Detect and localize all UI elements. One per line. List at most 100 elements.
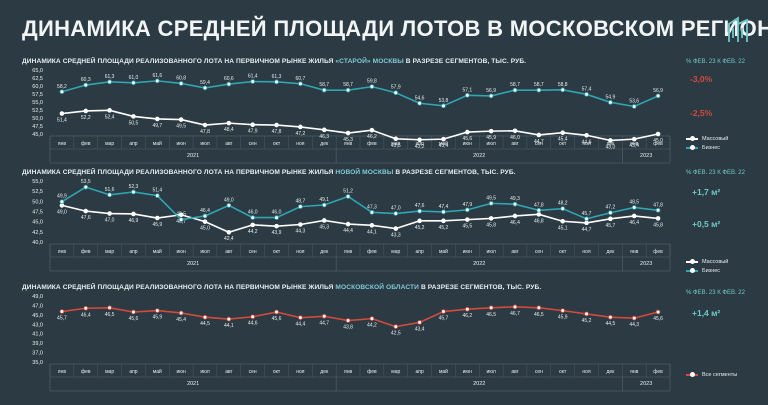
data-label: 45,8 — [653, 222, 663, 228]
x-tick-label: май — [153, 248, 162, 255]
x-tick-label: окт — [559, 249, 567, 255]
data-point — [59, 199, 65, 205]
data-label: 47,9 — [462, 202, 472, 208]
x-tick-label: апр — [415, 369, 423, 375]
data-point — [107, 79, 112, 85]
y-tick-label: 52,5 — [32, 189, 43, 195]
x-tick-label: сен — [249, 369, 257, 375]
x-tick-label: авг — [511, 369, 518, 375]
x-tick-label: авг — [225, 141, 232, 147]
x-tick-label: фев — [367, 369, 377, 375]
series-line — [61, 204, 659, 234]
data-point — [250, 79, 255, 84]
x-tick-label: июл — [200, 141, 209, 147]
data-point — [83, 184, 89, 190]
data-label: 60,7 — [296, 76, 306, 82]
data-label: 47,2 — [606, 205, 616, 211]
data-label: 43,4 — [629, 143, 639, 149]
data-label: 42,5 — [391, 331, 401, 337]
delta-value: -3,0% — [690, 74, 713, 84]
data-label: 45,3 — [343, 137, 353, 143]
data-point — [202, 85, 208, 91]
year-label: 2021 — [187, 261, 199, 267]
data-point — [584, 216, 589, 222]
legend-item: Все сегменты — [686, 370, 737, 379]
data-label: 46,5 — [105, 312, 115, 318]
data-point — [274, 223, 279, 229]
data-point — [584, 132, 589, 138]
data-point — [608, 314, 613, 320]
series-line — [61, 80, 659, 108]
data-label: 43,9 — [272, 230, 282, 236]
legend-item: Бизнес — [686, 143, 728, 152]
data-label: 48,2 — [558, 201, 568, 207]
x-tick-label: янв — [344, 141, 352, 147]
data-point — [345, 87, 351, 93]
delta-header: % ФЕВ. 23 К ФЕВ. 22 — [686, 290, 745, 296]
data-point — [465, 92, 470, 98]
data-point — [369, 223, 375, 228]
x-tick-label: окт — [273, 141, 281, 147]
x-tick-label: июн — [463, 249, 473, 255]
data-label: 49,5 — [176, 124, 186, 130]
data-label: 45,5 — [462, 224, 472, 230]
x-tick-label: июн — [176, 141, 186, 147]
y-tick-label: 45,0 — [32, 132, 43, 138]
data-point — [417, 320, 422, 325]
data-label: 45,7 — [606, 223, 616, 229]
data-label: 60,6 — [224, 76, 234, 82]
data-label: 45,6 — [129, 316, 139, 322]
x-tick-label: авг — [511, 249, 518, 255]
x-tick-label: сен — [535, 141, 543, 147]
x-tick-label: июн — [463, 369, 473, 375]
x-tick-label: янв — [630, 249, 638, 255]
data-label: 43,0 — [606, 144, 616, 150]
data-label: 43,8 — [343, 325, 353, 331]
line-chart-moscow-region: 35,0 37,0 39,0 41,0 43,0 45,0 47,0 49,0 янв фев ма… — [32, 294, 671, 392]
data-label: 43,3 — [391, 233, 401, 239]
data-point — [202, 219, 208, 224]
data-label: 53,6 — [629, 98, 639, 104]
data-label: 44,4 — [343, 228, 353, 234]
data-point — [488, 201, 494, 206]
x-tick-label: фев — [653, 369, 663, 375]
data-point — [226, 203, 232, 208]
x-tick-label: мар — [391, 369, 400, 375]
data-point — [83, 108, 89, 114]
data-point — [584, 220, 589, 226]
line-chart-old-moscow: 45,0 47,5 50,0 52,5 55,0 57,5 60,0 62,5 65,0 янв ф… — [32, 68, 671, 164]
chart-panel-moscow-region: ДИНАМИКА СРЕДНЕЙ ПЛОЩАДИ РЕАЛИЗОВАННОГО … — [0, 282, 768, 403]
x-tick-label: авг — [511, 141, 518, 147]
data-point — [274, 215, 279, 220]
data-point — [608, 138, 613, 143]
data-label: 45,8 — [486, 222, 496, 228]
data-point — [178, 310, 184, 316]
data-point — [202, 213, 208, 219]
delta-header: % ФЕВ. 23 К ФЕВ. 22 — [686, 170, 745, 176]
y-tick-label: 62,5 — [32, 76, 43, 82]
data-point — [345, 221, 351, 227]
data-point — [83, 82, 89, 88]
data-label: 45,7 — [582, 211, 592, 217]
data-label: 44,3 — [629, 322, 639, 328]
data-point — [59, 89, 65, 95]
data-label: 48,4 — [224, 127, 234, 133]
data-point — [59, 203, 65, 208]
x-tick-label: янв — [344, 249, 352, 255]
data-label: 43,2 — [415, 144, 425, 150]
data-point — [536, 87, 542, 93]
building-logo-icon — [728, 16, 748, 42]
y-tick-label: 39,0 — [32, 341, 43, 347]
delta-value: -2,5% — [690, 108, 713, 118]
x-tick-label: фев — [81, 141, 91, 147]
data-label: 58,7 — [534, 82, 544, 88]
x-tick-label: мар — [105, 249, 114, 255]
data-point — [250, 215, 255, 220]
data-label: 57,9 — [391, 85, 401, 91]
data-label: 53,5 — [81, 179, 91, 185]
data-label: 44,6 — [248, 321, 258, 327]
x-tick-label: мар — [391, 141, 400, 147]
x-tick-label: янв — [630, 141, 638, 147]
data-point — [441, 218, 446, 224]
delta-value: +1,7 м² — [692, 187, 721, 197]
